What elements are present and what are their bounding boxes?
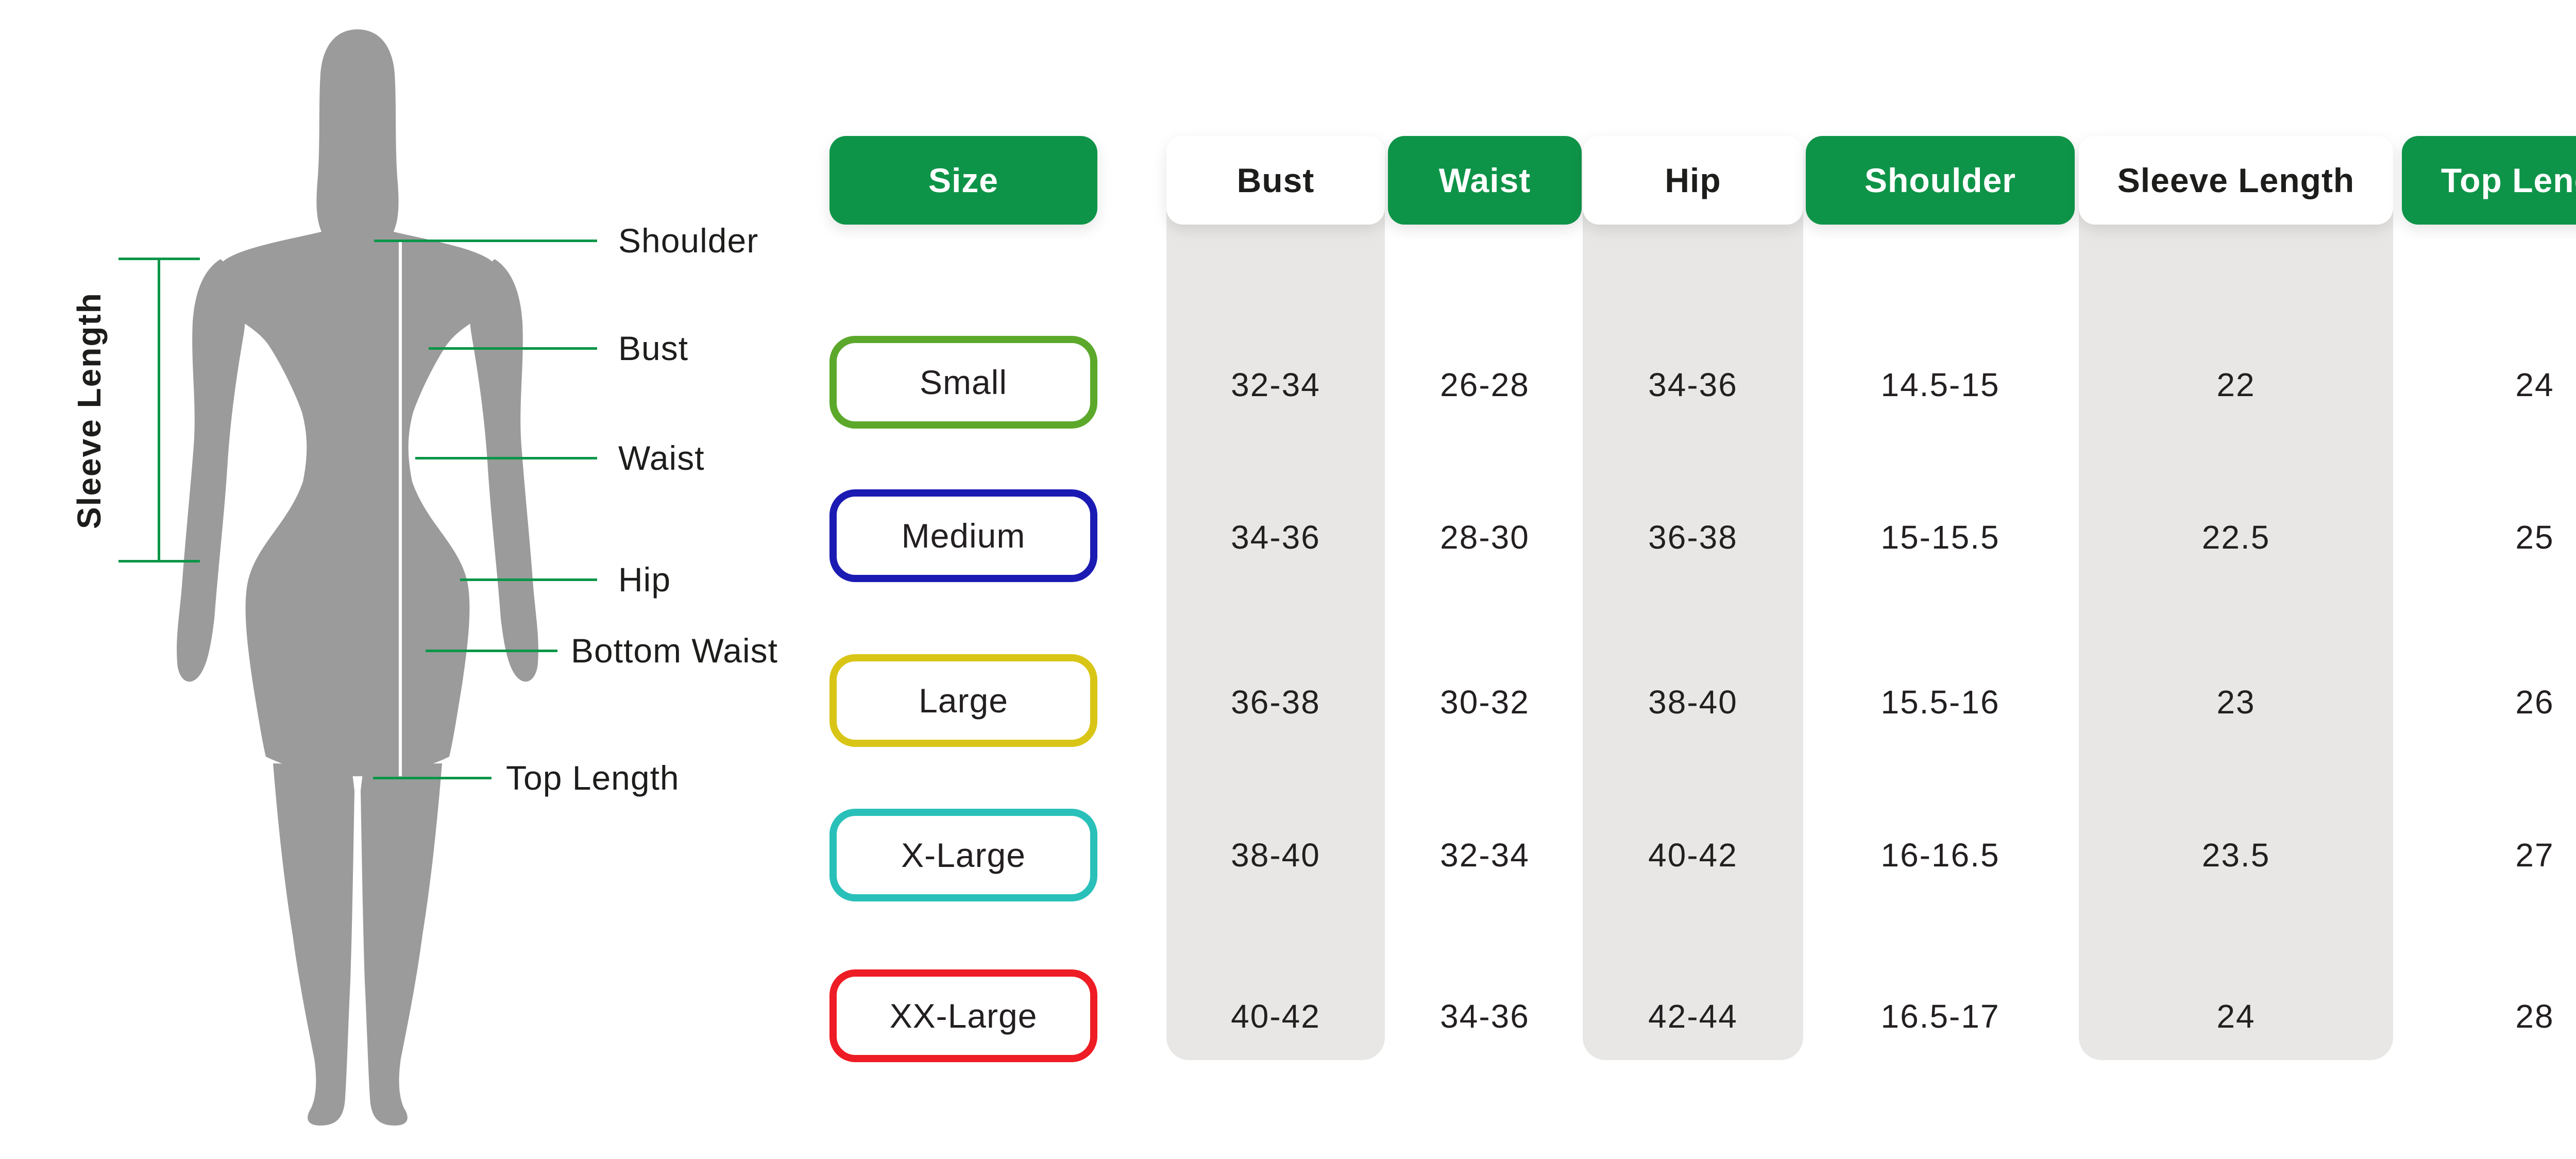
- sleeve-length-column-band: [2079, 175, 2393, 1060]
- cell-small-bust: 32-34: [1231, 366, 1320, 403]
- cell-xlarge-sleeve-length: 23.5: [2201, 837, 2270, 874]
- cell-medium-waist: 28-30: [1440, 519, 1530, 556]
- sleeve-length-bottom-cap: [118, 560, 200, 563]
- cell-xxlarge-top-length: 28: [2515, 998, 2554, 1035]
- cell-xxlarge-sleeve-length: 24: [2216, 998, 2256, 1035]
- sleeve-length-line: [158, 259, 160, 563]
- left-arm-shape: [177, 259, 246, 682]
- shoulder-label: Shoulder: [618, 221, 759, 260]
- top-length-label: Top Length: [506, 759, 680, 797]
- bust-label: Bust: [618, 329, 689, 367]
- cell-small-waist: 26-28: [1440, 366, 1530, 403]
- size-box-large: Large: [829, 654, 1097, 747]
- sleeve-length-label: Sleeve Length: [71, 292, 108, 529]
- cell-medium-shoulder: 15-15.5: [1880, 519, 2000, 556]
- shoulder-callout-line: [374, 240, 597, 242]
- female-body-silhouette: [177, 29, 538, 1126]
- cell-medium-top-length: 25: [2515, 519, 2554, 556]
- header-hip: Hip: [1583, 136, 1803, 225]
- cell-xxlarge-bust: 40-42: [1231, 998, 1320, 1035]
- bottom-waist-callout-line: [426, 650, 557, 652]
- cell-xxlarge-hip: 42-44: [1648, 998, 1738, 1035]
- cell-medium-hip: 36-38: [1648, 519, 1738, 556]
- cell-small-top-length: 24: [2515, 366, 2554, 403]
- top-length-callout-line: [373, 777, 492, 779]
- waist-callout-line: [415, 457, 597, 459]
- cell-xlarge-top-length: 27: [2515, 837, 2554, 874]
- cell-xxlarge-shoulder: 16.5-17: [1880, 998, 2000, 1035]
- body-shape: [214, 29, 501, 776]
- cell-large-hip: 38-40: [1648, 684, 1738, 721]
- right-arm-shape: [469, 259, 538, 682]
- hip-callout-line: [460, 578, 597, 581]
- waist-label: Waist: [618, 439, 705, 477]
- hip-column-band: [1583, 175, 1803, 1060]
- header-sleeve-length: Sleeve Length: [2079, 136, 2393, 225]
- size-box-small: Small: [829, 336, 1097, 429]
- bottom-waist-label: Bottom Waist: [571, 632, 778, 670]
- bust-callout-line: [429, 347, 597, 350]
- hip-label: Hip: [618, 560, 671, 599]
- cell-xlarge-bust: 38-40: [1231, 837, 1320, 874]
- cell-xlarge-hip: 40-42: [1648, 837, 1738, 874]
- cell-xxlarge-waist: 34-36: [1440, 998, 1530, 1035]
- cell-small-shoulder: 14.5-15: [1880, 366, 2000, 403]
- cell-large-top-length: 26: [2515, 684, 2554, 721]
- cell-xlarge-shoulder: 16-16.5: [1880, 837, 2000, 874]
- cell-small-hip: 34-36: [1648, 366, 1738, 403]
- cell-large-shoulder: 15.5-16: [1880, 684, 2000, 721]
- size-box-medium: Medium: [829, 489, 1097, 582]
- left-leg-shape: [273, 763, 354, 1126]
- header-size: Size: [829, 136, 1097, 225]
- sleeve-length-top-cap: [118, 258, 200, 260]
- top-length-guide-line: [399, 241, 402, 776]
- cell-medium-bust: 34-36: [1231, 519, 1320, 556]
- cell-large-sleeve-length: 23: [2216, 684, 2256, 721]
- header-waist: Waist: [1388, 136, 1582, 225]
- right-leg-shape: [361, 763, 442, 1126]
- size-box-xlarge: X-Large: [829, 809, 1097, 901]
- cell-medium-sleeve-length: 22.5: [2201, 519, 2270, 556]
- cell-large-waist: 30-32: [1440, 684, 1530, 721]
- cell-large-bust: 36-38: [1231, 684, 1320, 721]
- header-shoulder: Shoulder: [1806, 136, 2075, 225]
- cell-small-sleeve-length: 22: [2216, 366, 2256, 403]
- header-bust: Bust: [1166, 136, 1385, 225]
- header-top-length: Top Length: [2402, 136, 2576, 225]
- size-box-xxlarge: XX-Large: [829, 969, 1097, 1062]
- bust-column-band: [1166, 175, 1385, 1060]
- cell-xlarge-waist: 32-34: [1440, 837, 1530, 874]
